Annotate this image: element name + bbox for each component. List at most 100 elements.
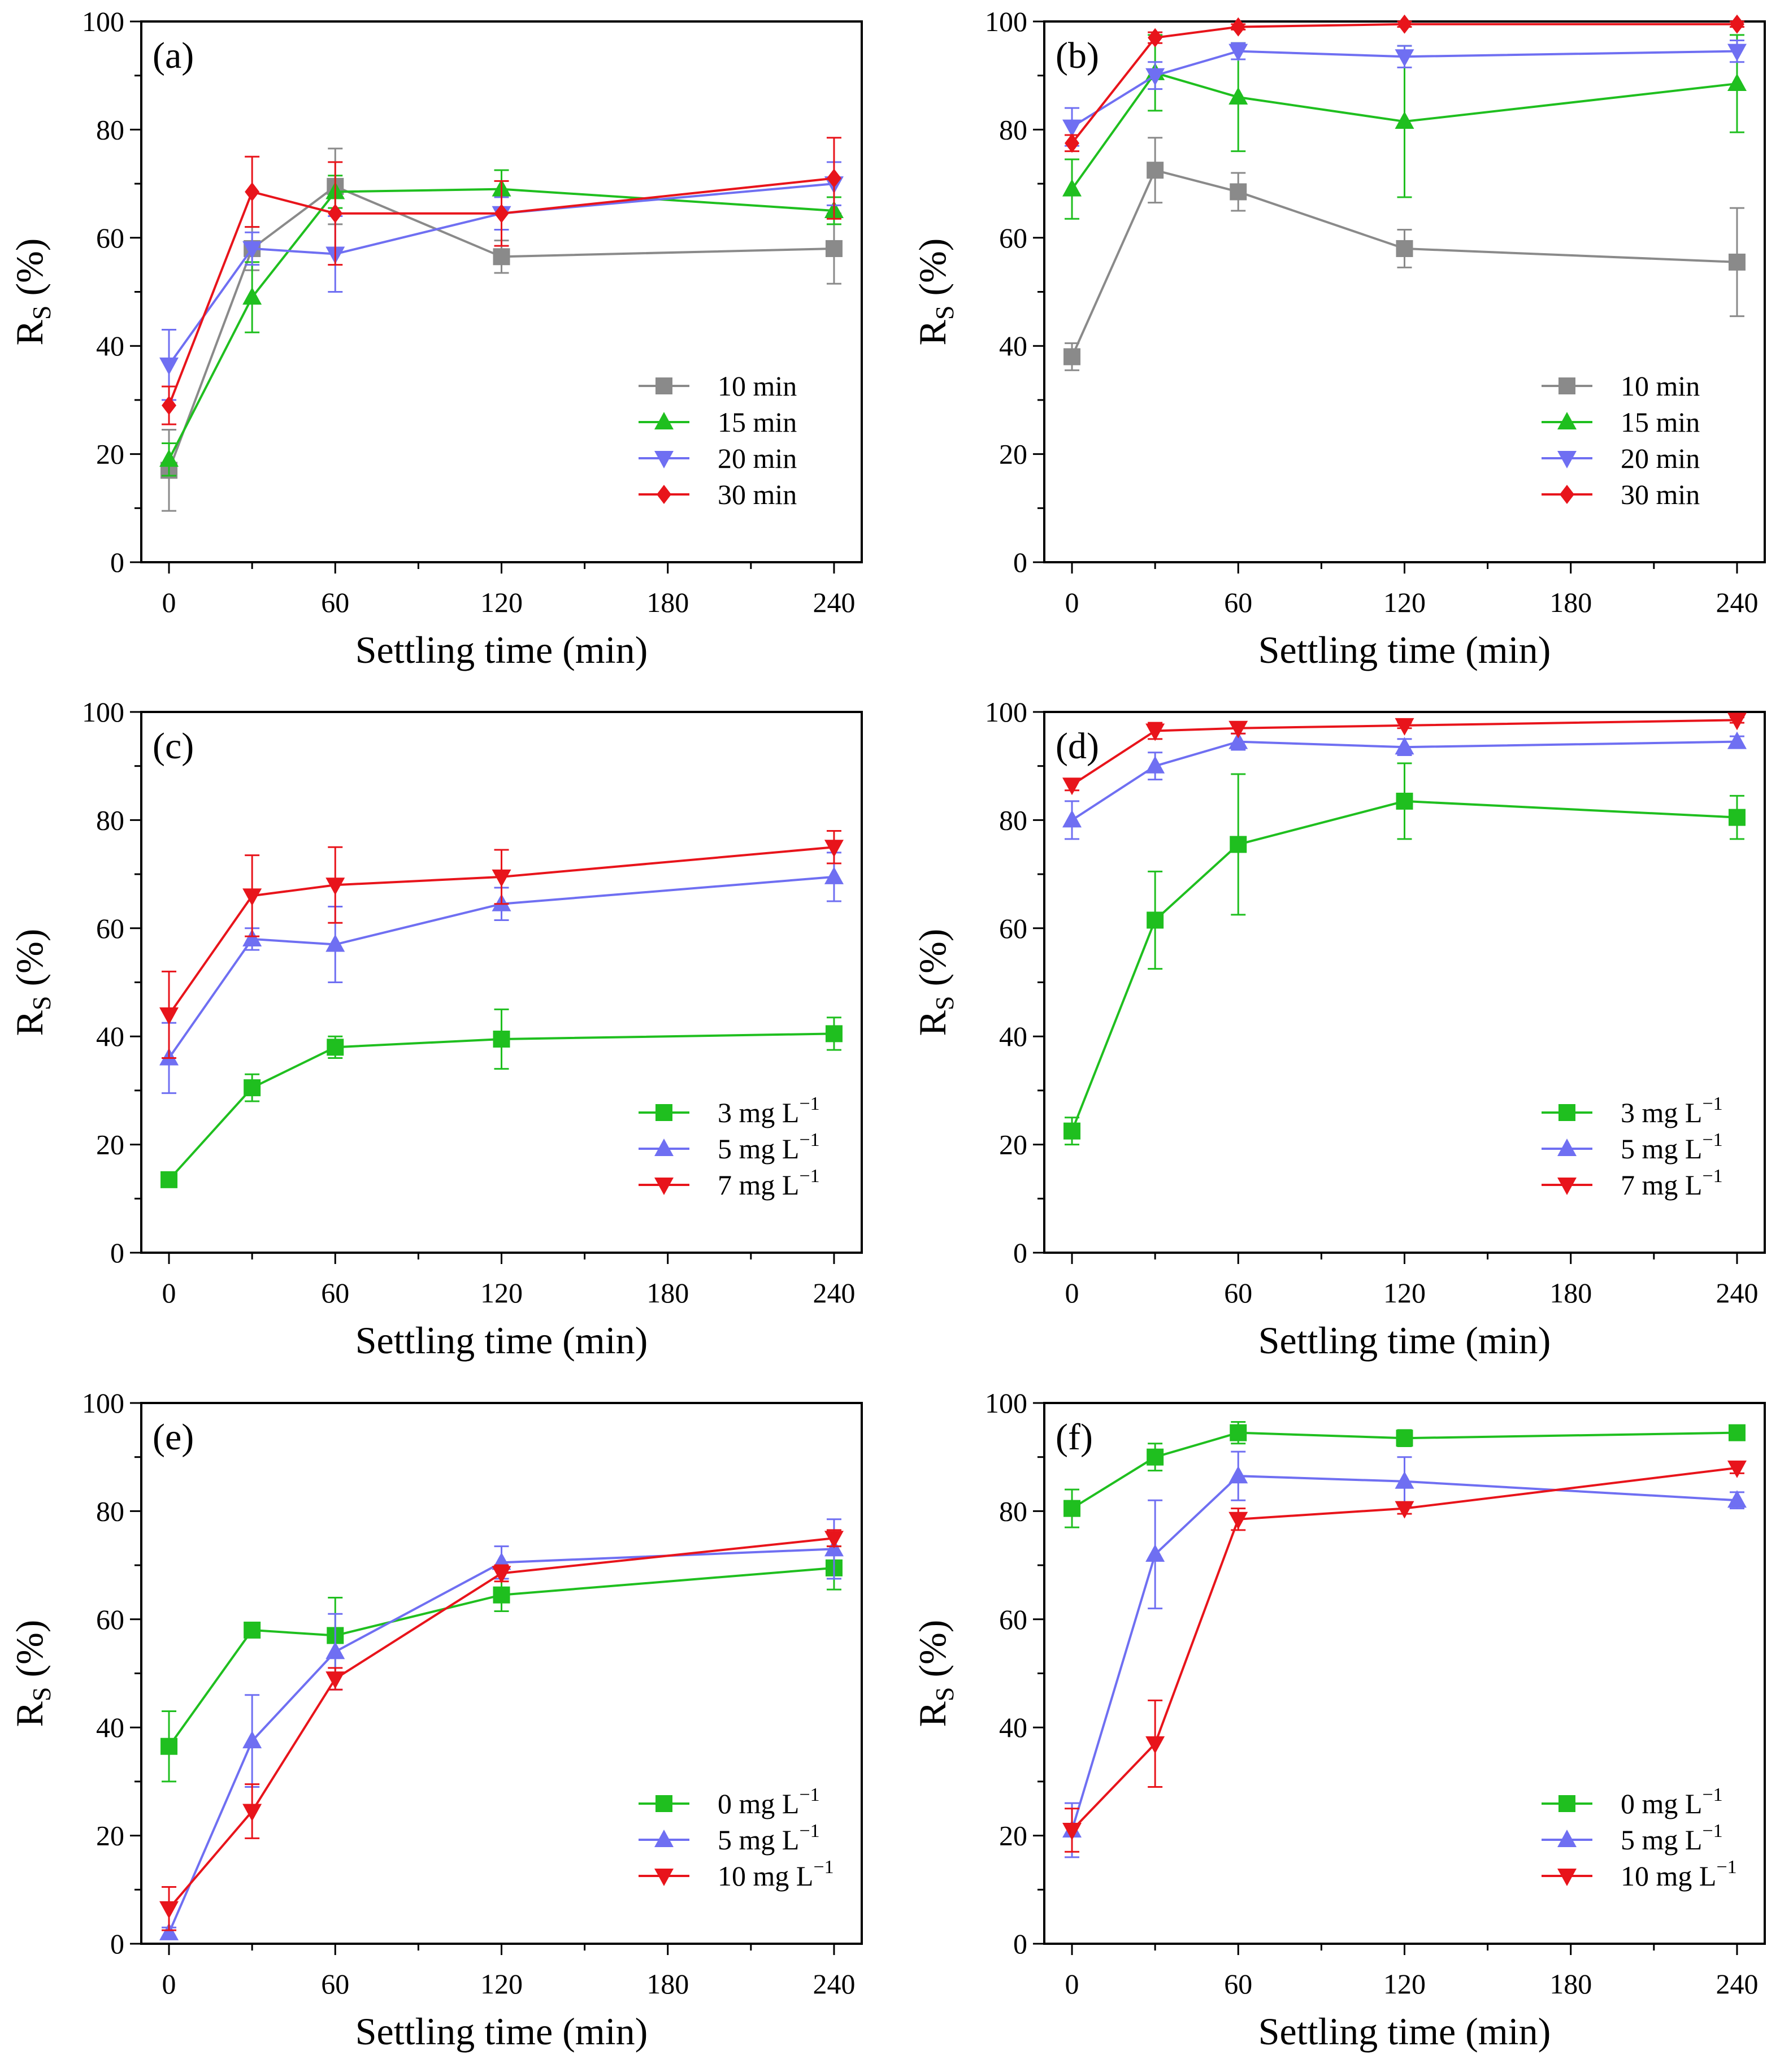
data-point [242, 928, 262, 946]
y-tick-label: 80 [96, 1495, 124, 1527]
data-point [242, 1731, 262, 1749]
panel-a: 0 60 120 180 240 0 20 40 60 80 100 Settling time (m… [8, 6, 863, 671]
y-axis-title: RS (%) [911, 238, 959, 346]
y-tick-label: 20 [96, 1129, 124, 1161]
data-point [824, 840, 844, 858]
data-point [824, 866, 844, 884]
legend-label-superscript: −1 [813, 1857, 833, 1878]
legend-label-text: 20 min [1621, 442, 1700, 474]
data-point [1228, 720, 1248, 739]
x-tick-label: 120 [480, 1277, 523, 1309]
legend-label: 30 min [718, 479, 797, 510]
legend-marker [1558, 377, 1575, 394]
data-point [242, 287, 262, 305]
y-axis-title: RS (%) [8, 929, 56, 1036]
data-point [245, 182, 260, 202]
legend-label: 7 mg L−1 [718, 1166, 820, 1201]
series-2 [1062, 34, 1747, 220]
y-tick-label: 0 [1013, 546, 1027, 578]
data-point [162, 396, 177, 415]
legend-label-text: 7 mg L [718, 1169, 799, 1201]
data-point [824, 1531, 844, 1549]
y-tick-label: 60 [96, 1604, 124, 1635]
legend-label-text: 15 min [718, 406, 797, 438]
panel-label: (d) [1056, 726, 1099, 767]
y-tick-label: 40 [999, 1712, 1027, 1743]
x-tick-label: 60 [1224, 1277, 1252, 1309]
series-line [1071, 1466, 1738, 1831]
y-tick-label: 0 [1013, 1237, 1027, 1269]
data-point [1395, 1471, 1414, 1489]
data-point [825, 1025, 843, 1042]
data-point [1230, 1424, 1247, 1441]
data-point [1062, 179, 1082, 197]
x-tick-label: 120 [1383, 1968, 1426, 2000]
x-tick-label: 120 [480, 1968, 523, 2000]
legend-marker [654, 1830, 674, 1847]
y-axis-symbol: R [911, 1701, 954, 1727]
y-axis-symbol: R [8, 1010, 51, 1036]
legend-marker [654, 1139, 674, 1156]
y-axis-subscript: S [27, 996, 56, 1010]
data-point [1065, 133, 1080, 153]
y-axis-symbol: R [8, 319, 51, 345]
y-axis-symbol: R [911, 319, 954, 345]
legend-label-text: 5 mg L [1621, 1824, 1702, 1856]
data-point [1395, 737, 1414, 755]
legend-marker [1557, 1139, 1577, 1156]
legend: 10 min 15 min 20 min 30 min [1542, 370, 1700, 510]
x-tick-label: 180 [1549, 1968, 1592, 2000]
y-axis-subscript: S [27, 1687, 56, 1701]
legend-label-text: 3 mg L [718, 1097, 799, 1128]
panel-e: 0 60 120 180 240 0 20 40 60 80 100 Settling time (m… [8, 1387, 863, 2053]
y-tick-label: 0 [110, 1237, 124, 1269]
series-line [1071, 1475, 1738, 1831]
series-4 [162, 137, 841, 425]
y-axis-unit: (%) [911, 929, 954, 996]
data-point [1145, 68, 1165, 86]
legend-label-text: 3 mg L [1621, 1097, 1702, 1128]
x-axis-title: Settling time (min) [355, 2010, 648, 2053]
series-4 [1065, 14, 1744, 153]
data-point [493, 248, 510, 266]
legend-label: 10 mg L−1 [1621, 1857, 1737, 1892]
x-tick-label: 60 [1224, 587, 1252, 618]
x-axis-title: Settling time (min) [355, 628, 648, 671]
series-3 [159, 830, 844, 1059]
data-point [1395, 718, 1414, 736]
y-tick-label: 20 [96, 438, 124, 470]
y-tick-label: 80 [999, 804, 1027, 836]
data-point [160, 1737, 178, 1755]
y-tick-label: 40 [96, 1712, 124, 1743]
legend-label-superscript: −1 [1702, 1784, 1722, 1805]
legend-marker [654, 1178, 674, 1195]
legend-label: 10 min [718, 370, 797, 402]
data-point [494, 203, 509, 223]
legend-label-text: 5 mg L [718, 1133, 799, 1165]
legend-label-text: 5 mg L [1621, 1133, 1702, 1165]
legend: 3 mg L−15 mg L−17 mg L−1 [1542, 1093, 1723, 1201]
x-tick-label: 0 [1065, 1968, 1079, 2000]
data-point [1727, 44, 1747, 62]
series-2 [1062, 1450, 1747, 1858]
legend-marker [655, 377, 672, 394]
legend-label-text: 0 mg L [718, 1788, 799, 1819]
data-point [242, 241, 262, 259]
x-axis-title: Settling time (min) [355, 1319, 648, 1362]
x-axis-title: Settling time (min) [1258, 628, 1551, 671]
data-point [325, 1641, 345, 1660]
legend-marker [1557, 412, 1577, 429]
panel-label: (f) [1056, 1417, 1093, 1458]
legend-label: 5 mg L−1 [718, 1821, 820, 1856]
data-point [1395, 1501, 1414, 1519]
y-tick-label: 0 [110, 1928, 124, 1960]
legend-label: 10 min [1621, 370, 1700, 402]
legend-label-superscript: −1 [799, 1093, 819, 1114]
legend-label: 5 mg L−1 [1621, 1130, 1723, 1165]
legend-label-text: 20 min [718, 442, 797, 474]
legend-label-text: 7 mg L [1621, 1169, 1702, 1201]
y-tick-label: 60 [96, 222, 124, 254]
legend-marker [1560, 485, 1574, 504]
y-axis-unit: (%) [911, 1620, 954, 1687]
data-point [1145, 1736, 1165, 1754]
